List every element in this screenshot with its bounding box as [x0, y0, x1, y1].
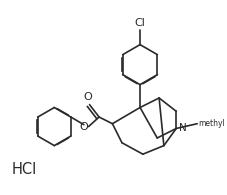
Text: O: O: [83, 92, 92, 102]
Text: methyl: methyl: [197, 119, 224, 128]
Text: HCl: HCl: [11, 162, 37, 177]
Text: Cl: Cl: [134, 19, 145, 28]
Text: O: O: [79, 121, 87, 132]
Text: N: N: [178, 123, 186, 133]
